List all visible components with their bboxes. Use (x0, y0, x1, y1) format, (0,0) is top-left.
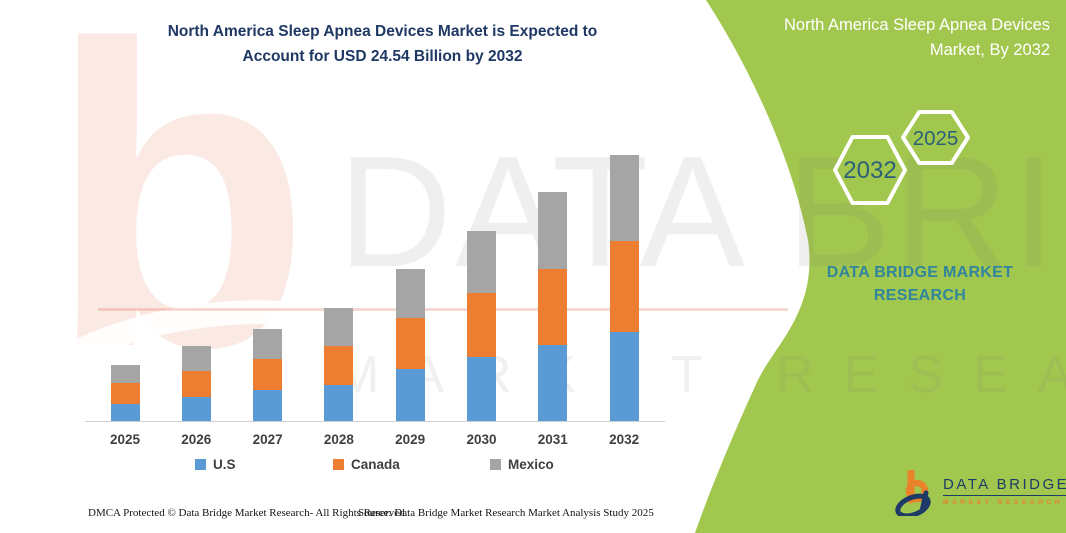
footer-source: Source: Data Bridge Market Research Mark… (358, 507, 654, 519)
watermark-text-marketresearch: MARKET RESEARCH (336, 346, 1066, 404)
bar-segment-mexico-2027 (253, 328, 283, 360)
year-badges: 2032 2025 (833, 110, 970, 205)
bar-segment-us-2028 (324, 385, 354, 421)
legend-item-mexico: Mexico (490, 457, 554, 472)
logo-tagline: MARKET RESEARCH (943, 499, 1064, 506)
bar-segment-mexico-2028 (324, 308, 354, 347)
x-tick-2027: 2027 (252, 432, 283, 447)
bar-segment-mexico-2030 (467, 231, 496, 293)
bar-segment-mexico-2029 (395, 269, 425, 319)
legend-item-canada: Canada (333, 457, 400, 472)
x-tick-2030: 2030 (466, 432, 497, 447)
x-tick-2029: 2029 (395, 432, 426, 447)
bar-segment-mexico-2032 (609, 154, 639, 242)
logo-text: DATA BRIDGE MARKET RESEARCH (943, 470, 1066, 506)
page-title-line1: North America Sleep Apnea Devices Market… (167, 23, 598, 40)
brand-name-line1: DATA BRIDGE MARKET (826, 264, 1014, 281)
x-tick-2026: 2026 (181, 432, 212, 447)
legend-item-us: U.S (195, 457, 236, 472)
legend-label-mexico: Mexico (508, 457, 554, 472)
bar-segment-mexico-2031 (538, 192, 568, 270)
bar-chart: 2025 2026 2027 2028 2029 2030 2031 2032 (85, 140, 665, 447)
bar-segment-us-2032 (609, 332, 639, 421)
bar-segment-us-2029 (395, 369, 425, 421)
hexagon-2025 (901, 110, 970, 165)
bar-2029 (395, 269, 425, 421)
bar-2032 (609, 154, 639, 421)
bar-segment-us-2025 (110, 403, 140, 421)
bar-2031 (538, 192, 568, 421)
bar-segment-canada-2028 (324, 346, 354, 386)
panel-title-line2: Market, By 2032 (929, 41, 1050, 59)
bar-segment-us-2027 (253, 389, 283, 421)
bar-2030 (467, 231, 496, 421)
legend-swatch-mexico (490, 459, 501, 470)
x-tick-2028: 2028 (323, 432, 354, 447)
x-tick-2032: 2032 (609, 432, 640, 447)
bar-segment-canada-2031 (538, 269, 568, 346)
company-logo-icon (895, 470, 931, 516)
bar-segment-us-2026 (181, 397, 211, 421)
brand-name-line2: RESEARCH (873, 287, 967, 304)
page-title-line2: Account for USD 24.54 Billion by 2032 (242, 48, 523, 65)
legend-swatch-canada (333, 459, 344, 470)
badge-start-year: 2025 (913, 127, 959, 150)
footer-dmca: DMCA Protected © Data Bridge Market Rese… (88, 507, 408, 519)
bar-segment-canada-2025 (110, 383, 140, 404)
plot-area (85, 140, 665, 422)
chart-legend: U.S Canada Mexico (0, 457, 700, 477)
bar-segment-canada-2026 (181, 371, 211, 398)
x-tick-2031: 2031 (537, 432, 568, 447)
bar-segment-mexico-2026 (181, 346, 211, 372)
bar-segment-canada-2032 (609, 241, 639, 333)
hexagon-2032 (833, 135, 907, 205)
logo-wordmark: DATA BRIDGE (943, 476, 1066, 496)
x-axis-line (85, 421, 665, 422)
bar-2025 (110, 364, 140, 421)
bar-segment-us-2031 (538, 345, 568, 421)
bar-2026 (181, 346, 211, 421)
x-tick-2025: 2025 (109, 432, 141, 447)
bar-segment-canada-2029 (395, 318, 425, 369)
page-title: North America Sleep Apnea Devices Market… (95, 19, 670, 69)
panel-title: North America Sleep Apnea Devices Market… (730, 13, 1050, 63)
bar-segment-mexico-2025 (110, 364, 140, 384)
bar-2028 (324, 308, 354, 421)
legend-swatch-us (195, 459, 206, 470)
bar-segment-canada-2030 (467, 293, 496, 357)
bar-2027 (253, 328, 283, 421)
brand-name: DATA BRIDGE MARKET RESEARCH (798, 261, 1042, 307)
panel-title-line1: North America Sleep Apnea Devices (784, 16, 1050, 34)
badge-end-year: 2032 (843, 157, 896, 184)
bar-segment-canada-2027 (253, 359, 283, 390)
company-logo: DATA BRIDGE MARKET RESEARCH (893, 470, 1066, 516)
bar-segment-us-2030 (467, 357, 496, 421)
legend-label-canada: Canada (351, 457, 400, 472)
legend-label-us: U.S (213, 457, 236, 472)
watermark-red-line (98, 308, 788, 311)
